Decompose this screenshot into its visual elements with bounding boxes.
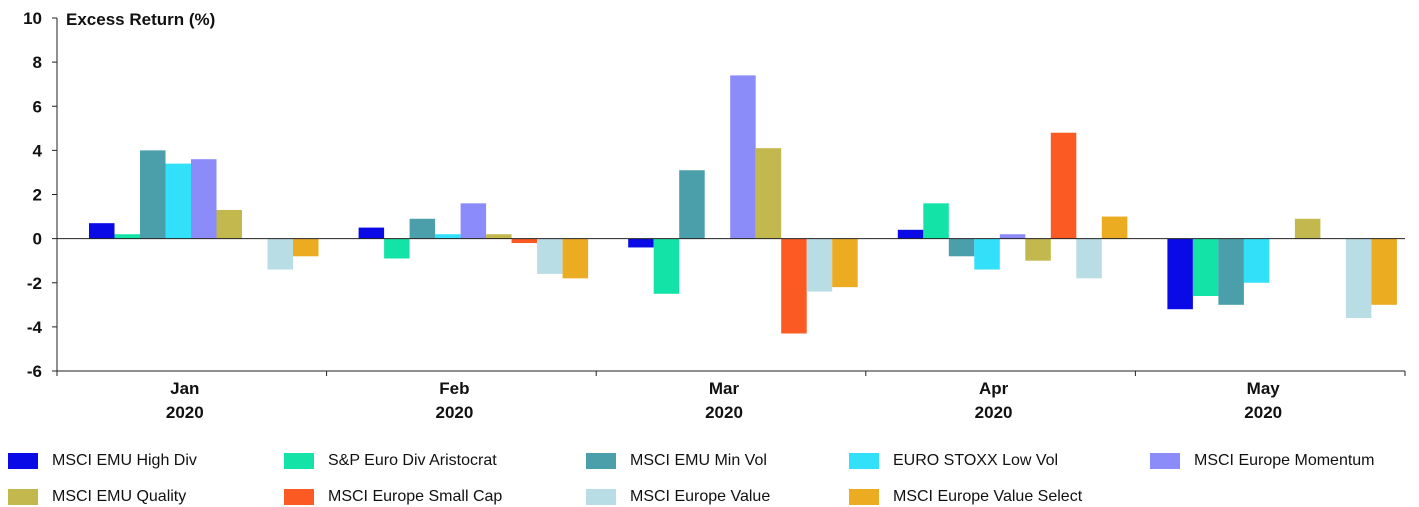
x-tick-label-month: May <box>1247 379 1281 398</box>
bar <box>89 223 115 239</box>
x-tick-label-year: 2020 <box>166 403 204 422</box>
x-tick-label-month: Mar <box>709 379 740 398</box>
bar <box>832 238 858 288</box>
y-tick-label: -6 <box>27 362 42 381</box>
bar <box>114 234 140 239</box>
bar <box>435 234 461 239</box>
bar <box>974 238 1000 270</box>
y-axis-title: Excess Return (%) <box>66 10 215 29</box>
bar <box>537 238 563 274</box>
y-tick-label: 2 <box>33 186 42 205</box>
bar <box>460 203 487 239</box>
bar <box>358 227 385 239</box>
y-tick-label: 8 <box>33 53 42 72</box>
bar <box>191 159 217 239</box>
bars <box>89 75 1397 334</box>
bar <box>1101 216 1128 239</box>
bar <box>948 238 975 257</box>
bar <box>562 238 589 279</box>
y-tick-label: 10 <box>23 9 42 28</box>
bar <box>1167 238 1193 310</box>
bar <box>409 218 436 239</box>
bar <box>781 238 807 334</box>
bar <box>384 238 410 259</box>
bar <box>1050 132 1077 239</box>
bar <box>1294 218 1321 239</box>
x-tick-label-year: 2020 <box>705 403 743 422</box>
x-tick-label-month: Apr <box>979 379 1009 398</box>
y-tick-label: -2 <box>27 274 42 293</box>
bar <box>806 238 833 292</box>
bar <box>1371 238 1397 305</box>
bar <box>293 238 319 257</box>
y-tick-label: -4 <box>27 318 43 337</box>
y-tick-label: 0 <box>33 230 42 249</box>
bar <box>511 238 538 244</box>
bar <box>1076 238 1102 279</box>
bar <box>923 203 949 239</box>
bar <box>628 238 654 248</box>
x-tick-label-year: 2020 <box>975 403 1013 422</box>
bar <box>140 150 166 239</box>
bar <box>755 148 782 239</box>
x-tick-label-year: 2020 <box>1244 403 1282 422</box>
bar <box>1025 238 1051 261</box>
bar <box>730 75 756 239</box>
bar <box>165 163 191 239</box>
x-tick-label-month: Jan <box>170 379 199 398</box>
bar <box>216 209 242 239</box>
bar <box>999 234 1026 239</box>
x-axis-labels: Jan 2020 Feb 2020 Mar 2020 Apr 2020 May 2020 <box>166 379 1282 422</box>
bar <box>653 238 680 294</box>
y-tick-label: 6 <box>33 97 42 116</box>
y-tick-label: 4 <box>33 141 43 160</box>
x-tick-label-month: Feb <box>439 379 469 398</box>
bar <box>1243 238 1270 283</box>
axes <box>56 18 1406 376</box>
bar <box>1218 238 1244 305</box>
bar <box>1192 238 1219 296</box>
y-axis-ticks: -6 -4 -2 0 2 4 6 8 10 <box>23 9 57 381</box>
bar <box>1345 238 1372 319</box>
bar <box>679 170 705 239</box>
x-tick-label-year: 2020 <box>435 403 473 422</box>
bar <box>897 229 924 239</box>
bar <box>267 238 293 270</box>
bar <box>486 234 512 239</box>
